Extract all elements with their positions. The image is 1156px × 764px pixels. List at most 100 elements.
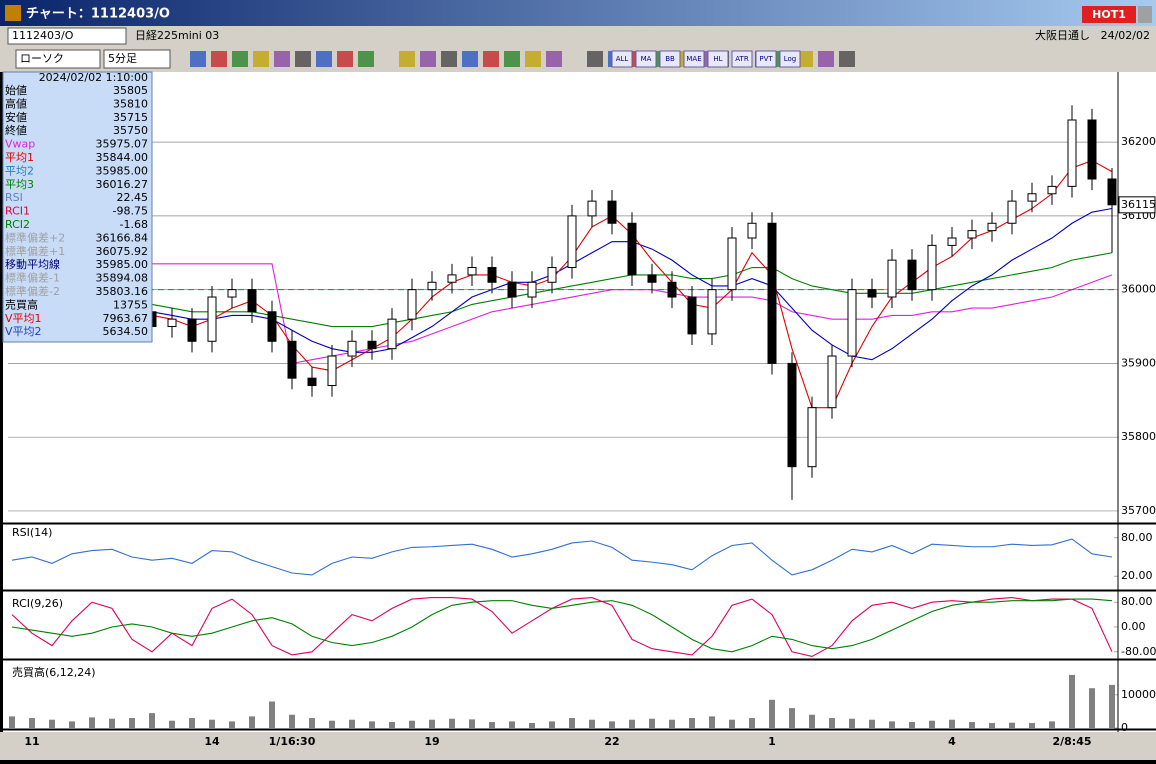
info-value: 35985.00 [96,258,149,271]
volume-bar [89,717,95,728]
info-label: 売買高 [5,297,38,311]
tool-icon[interactable] [295,51,311,67]
close-button[interactable] [1138,6,1152,23]
volume-bar [769,699,775,728]
tool-button[interactable] [635,50,657,68]
info-value: 35985.00 [96,164,149,177]
tool-icon[interactable] [253,51,269,67]
hot-button[interactable] [1082,6,1136,23]
y-tick-label: 35700 [1121,504,1156,517]
info-value: 35750 [113,124,148,137]
candle-body [1087,119,1097,180]
volume-bar [169,720,175,728]
y-tick-label: 35800 [1121,430,1156,443]
tool-button-label: BB [665,55,675,63]
y-tick-label: 36000 [1121,283,1156,296]
tool-icon[interactable] [358,51,374,67]
tool-button[interactable] [779,50,801,68]
info-value: 5634.50 [103,325,149,338]
tool-icon[interactable] [232,51,248,67]
candle-body [787,362,797,468]
volume-bar [689,718,695,728]
tool-icon[interactable] [797,51,813,67]
candle-body [807,407,817,468]
info-value: 35894.08 [96,272,149,285]
volume-bar [609,721,615,728]
interval-select[interactable] [103,49,171,69]
interval: 5分足 [108,52,137,65]
tool-button[interactable] [707,50,729,68]
tool-icon[interactable] [462,51,478,67]
tool-icon[interactable] [274,51,290,67]
info-label: RCI1 [5,205,30,218]
candle-body [827,355,837,409]
symbol-box[interactable] [7,27,127,45]
volume-bar [569,718,575,728]
volume-bar [289,714,295,728]
tool-button-label: ALL [616,55,629,63]
tool-button[interactable] [683,50,705,68]
x-tick-label: 14 [204,735,220,748]
info-label: 始値 [5,83,27,97]
tool-icon[interactable] [337,51,353,67]
tool-button[interactable] [659,50,681,68]
tool-icon[interactable] [316,51,332,67]
app-icon [5,5,21,21]
volume-bar [429,719,435,728]
volume-bar [649,718,655,728]
info-label: 平均1 [5,151,34,164]
y-tick-label: 10000 [1121,688,1156,701]
tool-button[interactable] [611,50,633,68]
candle-body [627,222,637,276]
info-label: Vwap [5,138,35,151]
tool-icon[interactable] [441,51,457,67]
candle-body [967,230,977,239]
volume-bar [789,708,795,728]
tool-icon[interactable] [190,51,206,67]
volume-bar [489,722,495,728]
tool-icon[interactable] [525,51,541,67]
volume-bar [49,719,55,728]
tool-icon[interactable] [546,51,562,67]
candle-body [447,274,457,283]
x-tick-label: 19 [424,735,439,748]
candle-body [347,340,357,357]
chart-style: ローソク [20,52,64,65]
tool-button[interactable] [731,50,753,68]
tool-icon[interactable] [504,51,520,67]
candle-body [707,289,717,335]
volume-bar [729,719,735,728]
volume-bar [189,718,195,728]
volume-bar [549,721,555,728]
volume-bar [129,718,135,728]
panel-title: RCI(9,26) [12,597,63,610]
info-value: -1.68 [120,218,148,231]
tool-button-label: MAE [686,55,701,63]
tool-icon[interactable] [420,51,436,67]
tool-icon[interactable] [483,51,499,67]
tool-icon[interactable] [211,51,227,67]
info-label: RCI2 [5,218,30,231]
x-tick-label: 22 [604,735,619,748]
volume-bar [669,719,675,728]
volume-bar [929,720,935,728]
info-label: 平均3 [5,178,34,191]
tool-button-label: PVT [759,55,773,63]
style-select[interactable] [15,49,101,69]
tool-icon[interactable] [818,51,834,67]
title-bar [0,0,1156,26]
tool-icon[interactable] [587,51,603,67]
info-label: 安値 [5,110,27,124]
volume-bar [349,719,355,728]
tool-icon[interactable] [399,51,415,67]
volume-bar [1109,684,1115,728]
candle-body [547,267,557,283]
volume-bar [229,721,235,728]
volume-bar [709,716,715,728]
tool-button[interactable] [755,50,777,68]
volume-bar [909,722,915,728]
hot-label: HOT1 [1092,8,1126,21]
tool-icon[interactable] [839,51,855,67]
y-tick-label: 80.00 [1121,595,1153,608]
